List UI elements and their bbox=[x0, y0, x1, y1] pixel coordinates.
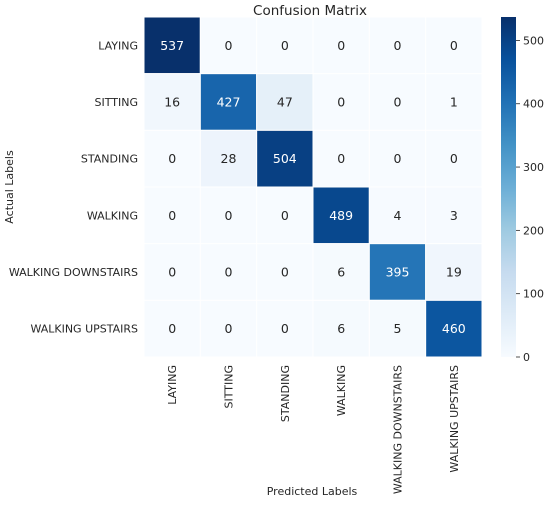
heatmap-cell bbox=[425, 16, 483, 75]
x-tick-label: STANDING bbox=[279, 365, 292, 422]
cell-value-label: 0 bbox=[281, 265, 289, 280]
cell-value-label: 0 bbox=[225, 321, 233, 336]
cell-value-label: 0 bbox=[450, 38, 458, 53]
heatmap-cell bbox=[256, 243, 314, 301]
cell-value-label: 1 bbox=[450, 95, 458, 110]
cell-value-label: 395 bbox=[386, 265, 410, 280]
heatmap-cell bbox=[312, 186, 370, 245]
cell-value-label: 5 bbox=[394, 321, 402, 336]
y-tick-label: WALKING bbox=[87, 209, 138, 222]
cell-value-label: 0 bbox=[168, 265, 176, 280]
cell-value-label: 0 bbox=[337, 38, 345, 53]
heatmap-cell bbox=[143, 129, 201, 188]
heatmap-cell bbox=[425, 299, 483, 358]
heatmap-cell bbox=[256, 299, 314, 358]
cell-value-label: 460 bbox=[442, 321, 466, 336]
heatmap-cell bbox=[143, 299, 201, 358]
cell-value-label: 0 bbox=[168, 208, 176, 223]
cell-value-label: 0 bbox=[225, 208, 233, 223]
cell-value-label: 0 bbox=[394, 151, 402, 166]
cell-value-label: 0 bbox=[281, 38, 289, 53]
heatmap-cell bbox=[425, 129, 483, 188]
y-tick-label: STANDING bbox=[81, 153, 138, 166]
colorbar-tick-label: 400 bbox=[523, 98, 544, 111]
y-axis-label: Actual Labels bbox=[3, 150, 16, 224]
cell-value-label: 3 bbox=[450, 208, 458, 223]
heatmap-cell bbox=[368, 73, 427, 131]
x-tick-label: WALKING bbox=[335, 365, 348, 416]
y-tick-label: WALKING DOWNSTAIRS bbox=[9, 266, 138, 279]
cell-value-label: 537 bbox=[160, 38, 184, 53]
cell-value-label: 504 bbox=[273, 151, 297, 166]
y-tick-label: LAYING bbox=[98, 39, 138, 52]
heatmap-cell bbox=[143, 243, 201, 301]
heatmap-cell bbox=[425, 73, 483, 131]
heatmap-cell bbox=[199, 129, 258, 188]
y-tick-label: SITTING bbox=[95, 96, 138, 109]
heatmap-cell bbox=[256, 73, 314, 131]
x-tick-label: WALKING UPSTAIRS bbox=[448, 365, 461, 473]
y-tick-label: WALKING UPSTAIRS bbox=[30, 323, 138, 336]
cell-value-label: 0 bbox=[337, 151, 345, 166]
heatmap-cell bbox=[312, 243, 370, 301]
heatmap-cells: 537 0 0 0 0 0 16 427 47 0 0 1 0 28 504 0 0 0 0 0 0 489 4 3 0 0 0 6 3… bbox=[143, 16, 483, 358]
cell-value-label: 6 bbox=[337, 321, 345, 336]
heatmap-cell bbox=[312, 299, 370, 358]
cell-value-label: 4 bbox=[394, 208, 402, 223]
x-tick-label: LAYING bbox=[166, 365, 179, 405]
cell-value-label: 47 bbox=[277, 95, 293, 110]
x-tick-label: SITTING bbox=[223, 365, 236, 408]
heatmap-cell bbox=[199, 73, 258, 131]
cell-value-label: 427 bbox=[217, 95, 241, 110]
cell-value-label: 19 bbox=[446, 265, 462, 280]
x-axis-label: Predicted Labels bbox=[267, 485, 358, 498]
cell-value-label: 0 bbox=[394, 38, 402, 53]
heatmap-cell bbox=[368, 16, 427, 75]
cell-value-label: 28 bbox=[221, 151, 237, 166]
cell-value-label: 16 bbox=[164, 95, 180, 110]
cell-value-label: 0 bbox=[337, 95, 345, 110]
x-tick-label: WALKING DOWNSTAIRS bbox=[392, 365, 405, 494]
colorbar bbox=[501, 17, 516, 357]
cell-value-label: 0 bbox=[225, 265, 233, 280]
heatmap-cell bbox=[143, 73, 201, 131]
cell-value-label: 0 bbox=[225, 38, 233, 53]
heatmap-cell bbox=[199, 299, 258, 358]
colorbar-tick-label: 200 bbox=[523, 224, 544, 237]
cell-value-label: 489 bbox=[329, 208, 353, 223]
colorbar-tick-label: 100 bbox=[523, 288, 544, 301]
y-tick-labels: LAYING SITTING STANDING WALKING WALKING DOWN… bbox=[9, 39, 138, 335]
colorbar-tick-label: 500 bbox=[523, 34, 544, 47]
colorbar-tick-labels: 0 100 200 300 400 500 bbox=[516, 34, 544, 364]
heatmap-cell bbox=[425, 186, 483, 245]
cell-value-label: 0 bbox=[168, 151, 176, 166]
colorbar-tick-label: 0 bbox=[523, 351, 530, 364]
cell-value-label: 0 bbox=[450, 151, 458, 166]
cell-value-label: 0 bbox=[168, 321, 176, 336]
colorbar-tick-label: 300 bbox=[523, 161, 544, 174]
heatmap-cell bbox=[143, 186, 201, 245]
x-tick-labels: LAYING SITTING STANDING WALKING WALKING DOWN… bbox=[166, 365, 461, 494]
chart-title: Confusion Matrix bbox=[253, 3, 367, 19]
cell-value-label: 0 bbox=[281, 208, 289, 223]
cell-value-label: 6 bbox=[337, 265, 345, 280]
cell-value-label: 0 bbox=[394, 95, 402, 110]
heatmap-cell bbox=[368, 243, 427, 301]
cell-value-label: 0 bbox=[281, 321, 289, 336]
heatmap-cell bbox=[256, 129, 314, 188]
